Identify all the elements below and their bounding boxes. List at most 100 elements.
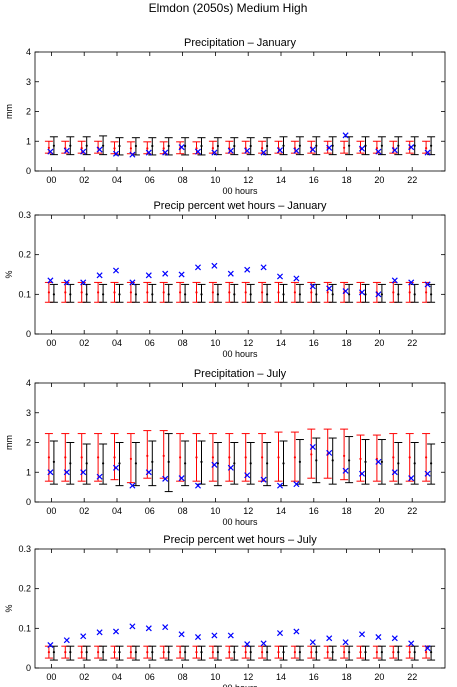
x-tick-label: 20: [374, 175, 384, 185]
error-bar-mean-point: [261, 146, 264, 150]
x-tick-label: 10: [210, 506, 220, 516]
x-tick-label: 16: [309, 506, 319, 516]
error-bar-mean-point: [85, 651, 88, 654]
error-bar-mean-point: [249, 144, 252, 148]
error-bar-mean-point: [380, 460, 383, 463]
error-bar-mean-point: [277, 291, 280, 294]
observed-x-stroke: [375, 634, 382, 641]
observed-x-marker: [391, 277, 398, 284]
error-bar-mean-point: [52, 651, 56, 654]
error-bar-mean-point: [266, 651, 269, 654]
y-tick-label: 3: [26, 77, 31, 87]
observed-x-marker: [375, 634, 382, 641]
x-tick-label: 14: [276, 672, 286, 682]
observed-x-stroke: [112, 150, 120, 157]
observed-x-marker: [162, 149, 169, 156]
observed-x-marker: [227, 147, 234, 154]
error-bar-mean-point: [233, 293, 236, 296]
error-bar-mean-point: [69, 462, 72, 465]
error-bar-mean-point: [118, 462, 121, 465]
observed-x-stroke: [227, 270, 234, 277]
error-bar-mean-point: [69, 144, 72, 147]
y-tick-label: 0.3: [18, 210, 31, 220]
error-bar-mean-point: [64, 651, 67, 654]
observed-x-stroke: [145, 625, 152, 632]
observed-x-marker: [358, 289, 366, 296]
error-bar-mean-point: [413, 144, 416, 147]
error-bar-mean-point: [266, 144, 269, 148]
x-tick-label: 12: [243, 672, 253, 682]
observed-x-stroke: [358, 145, 366, 152]
observed-x-stroke: [96, 629, 103, 636]
error-bar-mean-point: [151, 144, 154, 148]
error-bar-mean-point: [118, 651, 121, 654]
x-tick-label: 12: [243, 338, 253, 348]
error-bar-mean-point: [277, 651, 280, 654]
observed-x-marker: [80, 279, 87, 286]
error-bar-mean-point: [102, 651, 105, 654]
observed-x-marker: [145, 149, 152, 156]
observed-x-marker: [375, 458, 382, 465]
observed-x-stroke: [358, 289, 366, 296]
error-bar-mean-point: [211, 291, 214, 294]
error-bar-mean-point: [375, 146, 378, 150]
observed-x-stroke: [424, 281, 431, 288]
observed-x-stroke: [63, 637, 70, 644]
observed-x-stroke: [178, 631, 185, 638]
observed-x-stroke: [408, 144, 415, 151]
observed-x-stroke: [145, 149, 152, 156]
observed-x-stroke: [47, 641, 54, 649]
observed-x-stroke: [375, 458, 382, 465]
error-bar-mean-point: [118, 293, 121, 296]
observed-x-marker: [375, 291, 382, 298]
observed-x-stroke: [391, 147, 398, 154]
error-bar-mean-point: [348, 651, 351, 654]
observed-x-marker: [178, 631, 185, 638]
y-tick-label: 2: [26, 438, 31, 448]
error-bar-mean-point: [216, 462, 219, 465]
error-bar-mean-point: [228, 291, 231, 294]
error-bar-mean-point: [80, 146, 83, 150]
x-tick-label: 10: [210, 672, 220, 682]
y-tick-label: 0.1: [18, 623, 31, 633]
observed-x-marker: [47, 469, 54, 476]
error-bar-mean-point: [211, 146, 214, 150]
x-tick-label: 18: [342, 338, 352, 348]
error-bar-mean-point: [47, 291, 51, 294]
observed-x-stroke: [211, 149, 218, 156]
observed-x-marker: [194, 148, 202, 155]
error-bar-mean-point: [129, 147, 132, 150]
error-bar-mean-point: [97, 456, 100, 459]
error-bar-mean-point: [397, 462, 400, 465]
x-tick-label: 08: [178, 672, 188, 682]
observed-x-marker: [227, 464, 234, 471]
error-bar-mean-point: [179, 456, 182, 459]
error-bar-mean-point: [282, 651, 285, 654]
error-bar-mean-point: [167, 460, 170, 463]
observed-x-marker: [194, 482, 202, 489]
observed-x-marker: [293, 481, 300, 488]
error-bar-mean-point: [293, 291, 296, 294]
observed-x-stroke: [408, 279, 415, 286]
observed-x-stroke: [145, 469, 152, 476]
error-bar-mean-point: [244, 651, 247, 654]
error-bar-mean-point: [47, 651, 51, 654]
x-tick-label: 20: [374, 506, 384, 516]
y-tick-label: 0: [26, 329, 31, 339]
error-bar-mean-point: [343, 651, 346, 654]
plot-frame: [34, 548, 446, 669]
x-tick-label: 14: [276, 175, 286, 185]
observed-x-stroke: [326, 449, 333, 456]
observed-x-stroke: [276, 273, 284, 280]
observed-x-marker: [309, 639, 316, 646]
observed-x-stroke: [47, 277, 54, 284]
error-bar-mean-point: [184, 293, 187, 296]
error-bar-mean-point: [408, 651, 411, 654]
observed-x-marker: [63, 637, 70, 644]
chart-title: Precipitation – January: [184, 37, 296, 49]
observed-x-stroke: [129, 151, 136, 158]
y-axis-label: mm: [4, 104, 14, 119]
error-bar-mean-point: [195, 651, 198, 654]
error-bar-mean-point: [380, 144, 383, 147]
observed-x-marker: [145, 625, 152, 632]
